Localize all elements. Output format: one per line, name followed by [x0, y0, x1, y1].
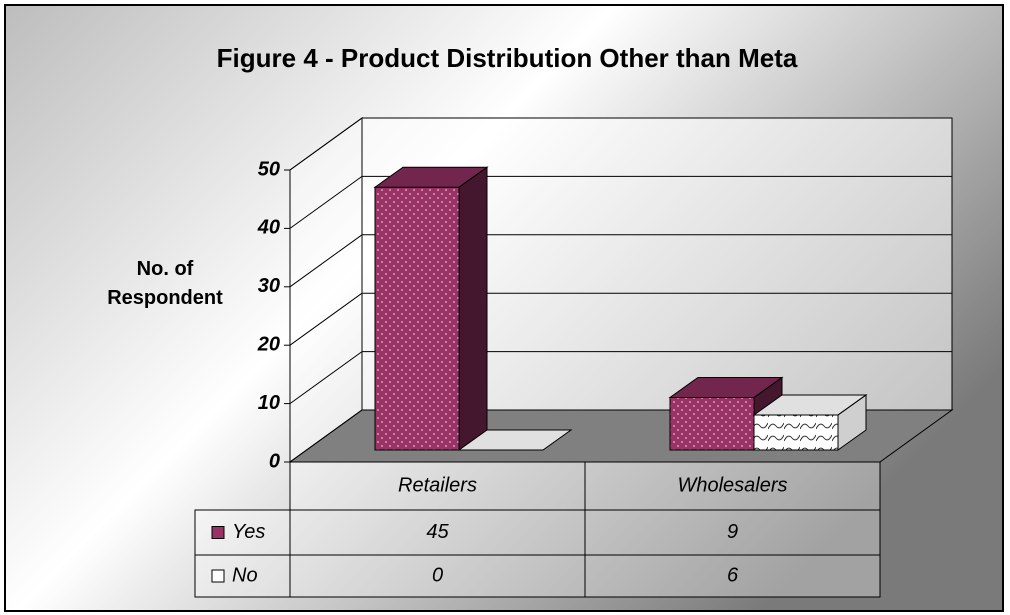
grid-line [289, 117, 363, 171]
grid-line [289, 351, 363, 405]
table-value: 6 [727, 564, 739, 586]
table-value: 0 [432, 564, 443, 586]
y-tick-label: 30 [258, 275, 280, 297]
y-axis-label: No. of Respondent [107, 258, 223, 309]
x-tick-label: Wholesalers [677, 474, 787, 496]
bar-face [457, 429, 573, 451]
bar-face [752, 394, 868, 416]
y-tick-label: 20 [257, 333, 280, 355]
bar [752, 393, 868, 451]
bar [373, 166, 489, 451]
table [194, 509, 881, 598]
legend-label: No [232, 564, 258, 586]
y-tick-label: 40 [257, 217, 280, 239]
bar-face [753, 414, 839, 451]
y-tick-label: 10 [258, 392, 280, 414]
grid-line [289, 409, 363, 463]
legend-label: Yes [232, 521, 265, 543]
y-tick-label: 50 [258, 158, 280, 180]
table-value: 45 [426, 521, 449, 543]
x-tick-label: Retailers [398, 474, 477, 496]
bar-face [373, 166, 489, 188]
grid-line [289, 175, 363, 229]
chart-title: Figure 4 - Product Distribution Other th… [217, 43, 798, 73]
table-value: 9 [727, 521, 738, 543]
bar [457, 429, 573, 451]
bar-face [374, 186, 460, 451]
bar-face [458, 166, 488, 451]
y-tick-label: 0 [269, 450, 280, 472]
grid-line [289, 234, 363, 288]
grid-line [289, 292, 363, 346]
bar-face [668, 376, 784, 398]
legend-key [211, 569, 225, 583]
legend-key [211, 526, 225, 539]
side-wall [289, 117, 363, 463]
bar-face [669, 396, 755, 451]
